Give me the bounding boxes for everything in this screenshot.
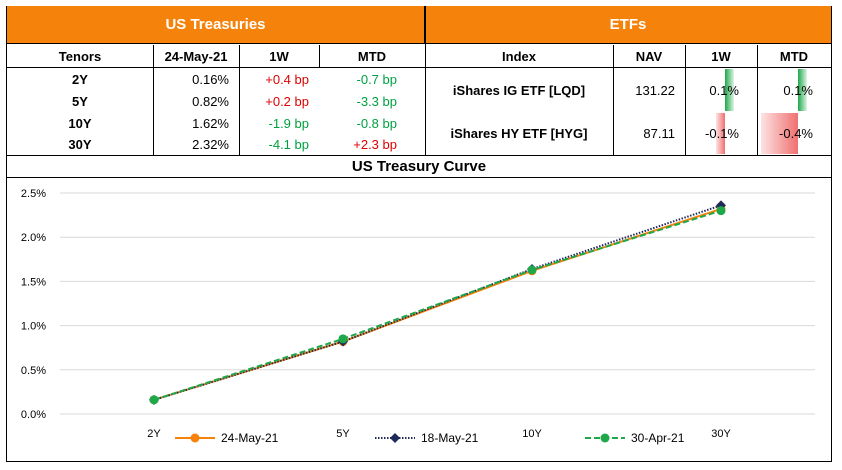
etfs-header: ETFs — [425, 6, 831, 44]
tenor-30y: 30Y — [68, 137, 92, 152]
lqd-1w-databar — [725, 69, 734, 111]
col-divider — [757, 45, 758, 156]
mtd-5y: -3.3 bp — [356, 93, 397, 109]
chart-title: US Treasury Curve — [7, 156, 831, 178]
col-header-mtd: MTD — [357, 48, 387, 64]
col-header-etf-mtd: MTD — [779, 48, 809, 64]
col-divider — [613, 45, 614, 156]
yield-30y: 2.32% — [192, 137, 229, 152]
hyg-mtd-databar — [761, 113, 798, 154]
w1-2y: +0.4 bp — [265, 71, 309, 87]
etf-mtd-lqd: 0.1% — [783, 82, 813, 98]
col-header-tenors: Tenors — [58, 48, 102, 64]
col-header-nav: NAV — [635, 48, 663, 64]
table-bottom — [7, 155, 831, 156]
mtd-10y: -0.8 bp — [356, 115, 397, 131]
mtd-2y: -0.7 bp — [356, 71, 397, 87]
yield-10y: 1.62% — [192, 115, 229, 131]
col-header-etf-1w: 1W — [711, 48, 731, 64]
etf-nav-lqd: 131.22 — [635, 82, 675, 98]
col-header-index: Index — [502, 48, 536, 64]
etf-index-lqd: iShares IG ETF [LQD] — [452, 82, 586, 98]
col-divider — [685, 45, 686, 156]
lqd-mtd-databar — [798, 69, 808, 111]
tenor-5y: 5Y — [72, 93, 88, 109]
etf-1w-lqd: 0.1% — [709, 82, 739, 98]
header-divider — [7, 67, 831, 68]
col-header-1w: 1W — [269, 48, 289, 64]
section-divider — [425, 6, 426, 156]
hyg-1w-databar — [716, 113, 725, 154]
w1-30y: -4.1 bp — [268, 137, 309, 152]
col-divider — [319, 45, 320, 67]
w1-10y: -1.9 bp — [268, 115, 309, 131]
etf-index-hyg: iShares HY ETF [HYG] — [450, 126, 588, 141]
mtd-30y: +2.3 bp — [353, 137, 397, 152]
etf-nav-hyg: 87.11 — [643, 126, 675, 141]
yield-5y: 0.82% — [192, 93, 229, 109]
etf-1w-hyg: -0.1% — [705, 126, 739, 141]
tenor-2y: 2Y — [72, 71, 88, 87]
w1-5y: +0.2 bp — [265, 93, 309, 109]
treasuries-header: US Treasuries — [7, 6, 425, 44]
yield-2y: 0.16% — [192, 71, 229, 87]
col-divider — [153, 45, 154, 156]
col-divider — [239, 45, 240, 156]
tenor-10y: 10Y — [68, 115, 92, 131]
col-header-date: 24-May-21 — [164, 48, 228, 64]
etf-mtd-hyg: -0.4% — [779, 126, 813, 141]
